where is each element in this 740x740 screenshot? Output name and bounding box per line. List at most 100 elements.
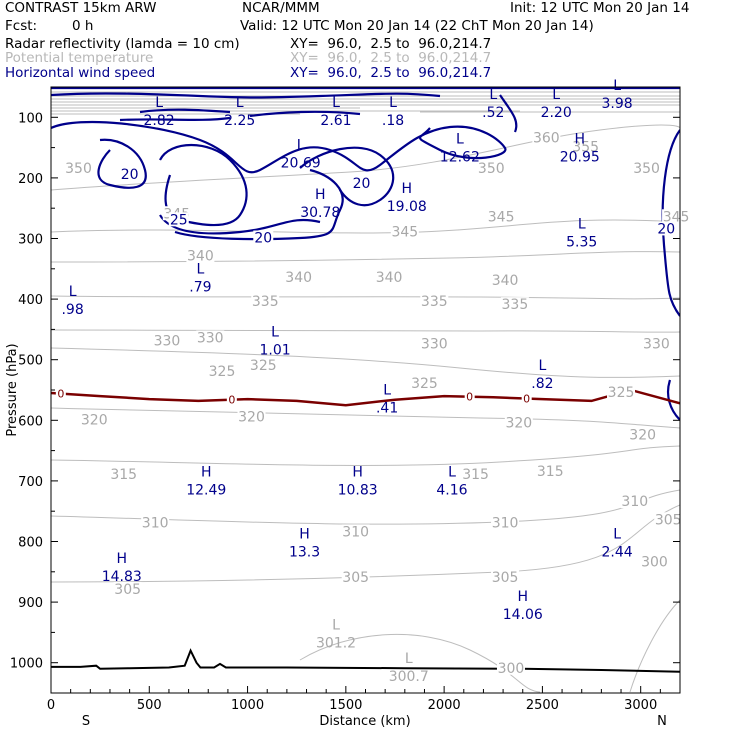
fcst-label: Fcst:	[5, 18, 38, 34]
theta-contour-label: 340	[285, 270, 312, 286]
wind-contour-label: 20	[254, 231, 272, 247]
theta-label-bg	[654, 512, 683, 527]
theta-label-bg	[152, 333, 181, 348]
wind-contour-label: 25	[170, 212, 188, 228]
theta-label-bg	[477, 160, 506, 175]
wind-label-bg	[168, 212, 189, 227]
theta-extremum-marker: L	[332, 617, 340, 633]
wind-extremum-value: 12.49	[186, 483, 226, 499]
wind-extremum-marker: L	[332, 95, 340, 111]
theta-label-bg	[249, 357, 278, 372]
theta-label-bg	[251, 294, 280, 309]
wind-extremum-value: 2.82	[144, 113, 175, 129]
theta-label-bg	[461, 466, 490, 481]
theta-label-bg	[491, 515, 520, 530]
theta-contour-label: 315	[537, 464, 564, 480]
theta-contour	[51, 251, 680, 263]
theta-contour-label: 320	[629, 427, 656, 443]
wind-extremum-value: 2.61	[320, 113, 351, 129]
y-tick-label: 600	[18, 414, 43, 429]
north-label: N	[657, 714, 667, 729]
theta-contour-label: 320	[505, 415, 532, 431]
theta-label-bg	[420, 336, 449, 351]
field-reflectivity-xy: XY= 96.0, 2.5 to 96.0,214.7	[290, 36, 492, 52]
wind-extremum-marker: H	[574, 131, 585, 147]
theta-contour-label: 340	[187, 249, 214, 265]
wind-extremum-marker: L	[297, 137, 305, 153]
y-tick-label: 300	[18, 233, 43, 248]
wind-extremum-marker: L	[155, 95, 163, 111]
theta-contour-label: 350	[633, 161, 660, 177]
wind-extremum-value: .82	[531, 376, 553, 392]
theta-extremum-value: 301.2	[316, 635, 356, 651]
wind-extremum-marker: H	[299, 527, 310, 543]
zero-label-bg	[464, 390, 475, 402]
theta-label-bg	[504, 415, 533, 430]
theta-contour-label: 310	[492, 515, 519, 531]
field-theta-xy: XY= 96.0, 2.5 to 96.0,214.7	[290, 50, 492, 66]
theta-label-bg	[141, 515, 170, 530]
theta-contour	[51, 124, 680, 191]
y-tick-label: 1000	[10, 657, 43, 672]
wind-contour	[499, 94, 518, 133]
y-tick-label: 100	[18, 111, 43, 126]
theta-label-bg	[571, 139, 600, 154]
theta-contour-label: 315	[462, 467, 489, 483]
wind-extremum-marker: L	[69, 284, 77, 300]
wind-contour-label: 20	[353, 176, 371, 192]
theta-contour	[51, 91, 680, 112]
theta-contour	[51, 445, 680, 466]
theta-contour-label: 345	[663, 209, 690, 225]
theta-label-bg	[536, 463, 565, 478]
wind-extremum-value: 5.35	[566, 234, 597, 250]
wind-contour	[661, 129, 680, 317]
wind-extremum-value: 2.25	[224, 113, 255, 129]
field-wind-name: Horizontal wind speed	[5, 65, 156, 81]
theta-label-bg	[390, 224, 419, 239]
x-axis-label: Distance (km)	[319, 714, 410, 729]
wind-contour	[119, 116, 231, 122]
theta-label-bg	[341, 569, 370, 584]
wind-extremum-value: .18	[382, 113, 404, 129]
wind-extremum-value: 2.20	[541, 105, 572, 121]
model-title: CONTRAST 15km ARW	[5, 0, 157, 16]
wind-extremum-value: 20.69	[281, 155, 321, 171]
theta-label-bg	[284, 269, 313, 284]
theta-contour-label: 300	[498, 661, 525, 677]
x-tick-label: 1500	[329, 698, 362, 713]
theta-contour	[51, 347, 680, 379]
theta-contour-label: 350	[65, 161, 92, 177]
wind-extremum-value: .79	[189, 280, 211, 296]
wind-extremum-marker: L	[236, 95, 244, 111]
init-time: Init: 12 UTC Mon 20 Jan 14	[510, 0, 690, 16]
wind-extremum-marker: L	[613, 527, 621, 543]
wind-extremum-marker: L	[552, 87, 560, 103]
valid-time: Valid: 12 UTC Mon 20 Jan 14 (22 ChT Mon …	[240, 18, 594, 34]
theta-extremum-marker: L	[405, 651, 413, 667]
theta-label-bg	[410, 375, 439, 390]
wind-extremum-marker: H	[517, 589, 528, 605]
theta-label-bg	[341, 524, 370, 539]
theta-contour-label: 340	[492, 273, 519, 289]
wind-contour	[174, 168, 344, 241]
theta-contour	[51, 329, 680, 333]
wind-extremum-marker: L	[383, 382, 391, 398]
theta-contour	[51, 295, 680, 300]
theta-label-bg	[640, 554, 669, 569]
theta-contour-label: 340	[376, 270, 403, 286]
wind-extremum-value: 4.16	[436, 483, 467, 499]
theta-label-bg	[109, 466, 138, 481]
field-wind-xy: XY= 96.0, 2.5 to 96.0,214.7	[290, 65, 492, 81]
y-tick-label: 800	[18, 536, 43, 551]
wind-extremum-marker: L	[448, 465, 456, 481]
theta-label-bg	[420, 294, 449, 309]
wind-extremum-value: 3.98	[602, 96, 633, 112]
theta-label-bg	[196, 330, 225, 345]
wind-extremum-value: 14.06	[503, 607, 543, 623]
theta-contour-label: 355	[572, 140, 599, 156]
x-tick-label: 1000	[231, 698, 264, 713]
y-tick-label: 400	[18, 293, 43, 308]
theta-contour-label: 315	[110, 467, 137, 483]
theta-label-bg	[532, 130, 561, 145]
wind-contour	[139, 108, 361, 118]
